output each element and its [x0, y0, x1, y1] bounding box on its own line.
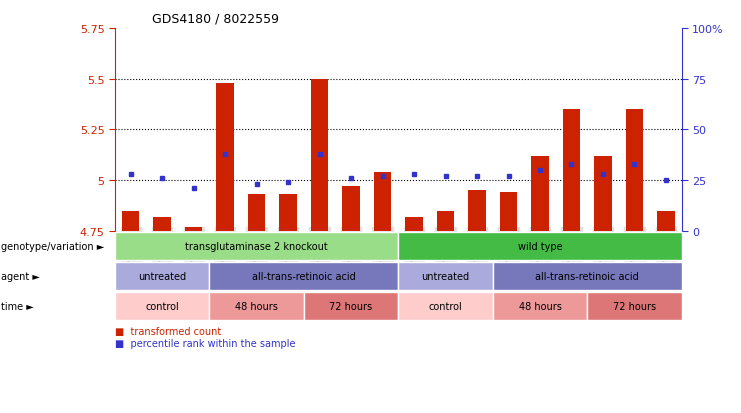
Bar — [153, 217, 170, 231]
Text: 48 hours: 48 hours — [519, 301, 562, 311]
Bar — [626, 110, 643, 231]
Text: ■  percentile rank within the sample: ■ percentile rank within the sample — [115, 338, 296, 348]
Text: transglutaminase 2 knockout: transglutaminase 2 knockout — [185, 241, 328, 251]
Bar — [405, 217, 422, 231]
Text: GDS4180 / 8022559: GDS4180 / 8022559 — [152, 12, 279, 25]
Text: genotype/variation ►: genotype/variation ► — [1, 241, 104, 251]
Bar — [185, 227, 202, 231]
Text: all-trans-retinoic acid: all-trans-retinoic acid — [252, 271, 356, 281]
Text: all-trans-retinoic acid: all-trans-retinoic acid — [535, 271, 639, 281]
Bar — [594, 157, 611, 231]
Bar — [563, 110, 580, 231]
Text: control: control — [428, 301, 462, 311]
Bar — [122, 211, 139, 231]
Text: 72 hours: 72 hours — [613, 301, 656, 311]
Bar — [437, 211, 454, 231]
Text: 72 hours: 72 hours — [330, 301, 373, 311]
Text: time ►: time ► — [1, 301, 34, 311]
Text: untreated: untreated — [138, 271, 186, 281]
Bar — [279, 195, 296, 231]
Bar — [500, 193, 517, 231]
Bar — [248, 195, 265, 231]
Text: untreated: untreated — [422, 271, 470, 281]
Bar — [216, 83, 233, 231]
Text: ■  transformed count: ■ transformed count — [115, 327, 221, 337]
Bar — [468, 191, 485, 231]
Text: control: control — [145, 301, 179, 311]
Text: agent ►: agent ► — [1, 271, 40, 281]
Bar — [657, 211, 674, 231]
Text: wild type: wild type — [518, 241, 562, 251]
Bar — [342, 187, 359, 231]
Bar — [374, 173, 391, 231]
Bar — [311, 79, 328, 231]
Text: 48 hours: 48 hours — [235, 301, 278, 311]
Bar — [531, 157, 548, 231]
